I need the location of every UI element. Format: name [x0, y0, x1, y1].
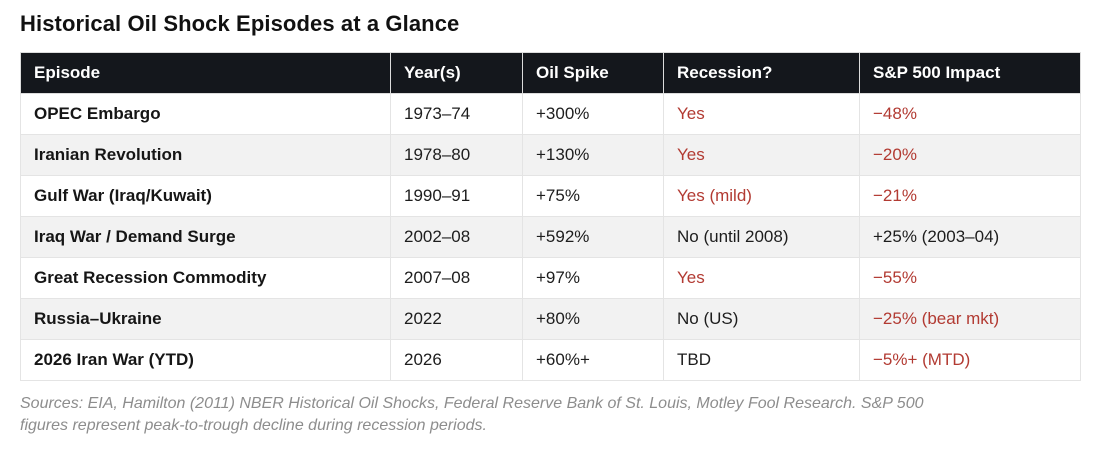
episode-cell: Russia–Ukraine: [20, 298, 391, 340]
years-cell: 1978–80: [390, 134, 523, 176]
sp500-cell: −48%: [859, 93, 1081, 135]
episode-cell: OPEC Embargo: [20, 93, 391, 135]
recession-cell: Yes (mild): [663, 175, 860, 217]
episode-cell: Great Recession Commodity: [20, 257, 391, 299]
recession-cell: Yes: [663, 134, 860, 176]
years-cell: 2002–08: [390, 216, 523, 258]
column-header-recession: Recession?: [663, 52, 860, 94]
sp500-cell: −20%: [859, 134, 1081, 176]
recession-cell: No (until 2008): [663, 216, 860, 258]
table-row: Iranian Revolution 1978–80 +130% Yes −20%: [20, 134, 1081, 176]
header-row: Episode Year(s) Oil Spike Recession? S&P…: [20, 52, 1081, 94]
page: Historical Oil Shock Episodes at a Glanc…: [20, 11, 1081, 435]
episode-cell: 2026 Iran War (YTD): [20, 339, 391, 381]
table-row: OPEC Embargo 1973–74 +300% Yes −48%: [20, 93, 1081, 135]
years-cell: 2022: [390, 298, 523, 340]
sp500-cell: −25% (bear mkt): [859, 298, 1081, 340]
table-header: Episode Year(s) Oil Spike Recession? S&P…: [20, 52, 1081, 94]
table-row: Russia–Ukraine 2022 +80% No (US) −25% (bear …: [20, 298, 1081, 340]
oil-spike-cell: +300%: [522, 93, 664, 135]
table-row: Iraq War / Demand Surge 2002–08 +592% No (u…: [20, 216, 1081, 258]
recession-cell: Yes: [663, 257, 860, 299]
oil-spike-cell: +130%: [522, 134, 664, 176]
years-cell: 2026: [390, 339, 523, 381]
oil-spike-cell: +80%: [522, 298, 664, 340]
oil-spike-cell: +75%: [522, 175, 664, 217]
recession-cell: TBD: [663, 339, 860, 381]
sp500-cell: +25% (2003–04): [859, 216, 1081, 258]
column-header-years: Year(s): [390, 52, 523, 94]
oil-spike-cell: +97%: [522, 257, 664, 299]
table-row: Gulf War (Iraq/Kuwait) 1990–91 +75% Yes (mi…: [20, 175, 1081, 217]
column-header-episode: Episode: [20, 52, 391, 94]
sp500-cell: −21%: [859, 175, 1081, 217]
table-body: OPEC Embargo 1973–74 +300% Yes −48% Iranian R…: [20, 93, 1081, 381]
recession-cell: Yes: [663, 93, 860, 135]
episode-cell: Iranian Revolution: [20, 134, 391, 176]
table-row: 2026 Iran War (YTD) 2026 +60%+ TBD −5%+ (MTD…: [20, 339, 1081, 381]
years-cell: 1973–74: [390, 93, 523, 135]
table-row: Great Recession Commodity 2007–08 +97% Yes −…: [20, 257, 1081, 299]
column-header-sp500-impact: S&P 500 Impact: [859, 52, 1081, 94]
years-cell: 2007–08: [390, 257, 523, 299]
sp500-cell: −55%: [859, 257, 1081, 299]
years-cell: 1990–91: [390, 175, 523, 217]
oil-spike-cell: +60%+: [522, 339, 664, 381]
page-title: Historical Oil Shock Episodes at a Glanc…: [20, 11, 460, 36]
oil-shock-table: Episode Year(s) Oil Spike Recession? S&P…: [20, 52, 1081, 381]
recession-cell: No (US): [663, 298, 860, 340]
episode-cell: Iraq War / Demand Surge: [20, 216, 391, 258]
oil-spike-cell: +592%: [522, 216, 664, 258]
column-header-oil-spike: Oil Spike: [522, 52, 664, 94]
sp500-cell: −5%+ (MTD): [859, 339, 1081, 381]
sources-footnote: Sources: EIA, Hamilton (2011) NBER Histo…: [20, 395, 924, 435]
episode-cell: Gulf War (Iraq/Kuwait): [20, 175, 391, 217]
